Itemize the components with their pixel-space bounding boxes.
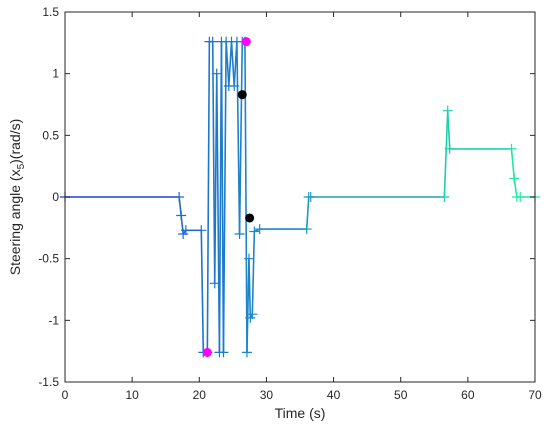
x-tick-label: 0: [62, 388, 69, 402]
data-point-marker: [305, 192, 316, 202]
series-line-segment: [248, 257, 252, 319]
series-line-segment: [225, 40, 230, 87]
y-tick-label: 0: [52, 190, 59, 204]
series-line-segment: [244, 40, 248, 354]
data-point-marker: [444, 143, 455, 154]
series-line-segment: [238, 40, 244, 235]
data-point-marker: [229, 81, 240, 91]
x-tick-label: 70: [528, 388, 542, 402]
x-tick-label: 50: [394, 388, 408, 402]
y-axis-label: Steering angle (x5)(rad/s): [7, 119, 27, 276]
y-tick-label: -0.5: [38, 252, 59, 266]
data-point-marker: [247, 309, 258, 320]
data-point-marker: [211, 68, 222, 79]
data-point-marker: [515, 192, 526, 202]
black-marker: [245, 213, 255, 223]
magenta-marker: [202, 347, 212, 357]
x-axis-label: Time (s): [275, 405, 326, 421]
data-point-marker: [218, 347, 229, 358]
data-point-marker: [174, 192, 185, 202]
data-point-marker: [241, 347, 252, 358]
y-axis-label-main: Steering angle (x: [7, 169, 23, 275]
x-tick-label: 20: [193, 388, 207, 402]
series-line-segment: [228, 40, 233, 87]
y-tick-label: 1: [52, 67, 59, 81]
magenta-marker: [241, 37, 251, 47]
x-tick-label: 40: [327, 388, 341, 402]
data-point-marker: [442, 105, 453, 116]
x-tick-label: 30: [260, 388, 274, 402]
data-point-marker: [176, 210, 187, 221]
series-line-segment: [230, 40, 235, 87]
data-point-marker: [439, 192, 450, 202]
data-point-marker: [180, 225, 191, 236]
series-line-segment: [251, 230, 256, 315]
data-point-marker: [509, 173, 520, 184]
x-tick-label: 10: [125, 388, 139, 402]
y-tick-label: -1: [48, 313, 59, 327]
y-tick-label: 0.5: [42, 128, 59, 142]
series-line-segment: [222, 40, 227, 354]
x-tick-label: 60: [461, 388, 475, 402]
data-layer: [60, 36, 540, 358]
series-line-segment: [443, 109, 449, 198]
y-axis-label-subscript: 5: [16, 163, 27, 169]
data-point-marker: [301, 224, 312, 235]
data-point-marker: [234, 229, 245, 239]
data-point-marker: [506, 143, 517, 154]
series-line-segment: [305, 196, 310, 230]
y-axis-label-rest: )(rad/s): [7, 119, 23, 164]
series-line-segment: [206, 40, 211, 354]
data-point-marker: [196, 225, 207, 236]
series-line-segment: [446, 109, 451, 150]
ticks: 0 10 20 30 40 50 60 70 1.5 1 0.5 0 -0.5 -1 -1.5: [38, 5, 542, 402]
data-point-marker: [243, 253, 254, 264]
y-tick-label: 1.5: [42, 5, 59, 19]
series-line-segment: [200, 229, 205, 354]
data-point-marker: [207, 36, 218, 47]
data-point-marker: [249, 226, 260, 237]
data-point-marker: [254, 224, 265, 235]
series-line-segment: [236, 40, 241, 235]
y-tick-label: -1.5: [38, 375, 59, 389]
black-marker: [237, 90, 247, 100]
data-point-marker: [209, 278, 220, 289]
